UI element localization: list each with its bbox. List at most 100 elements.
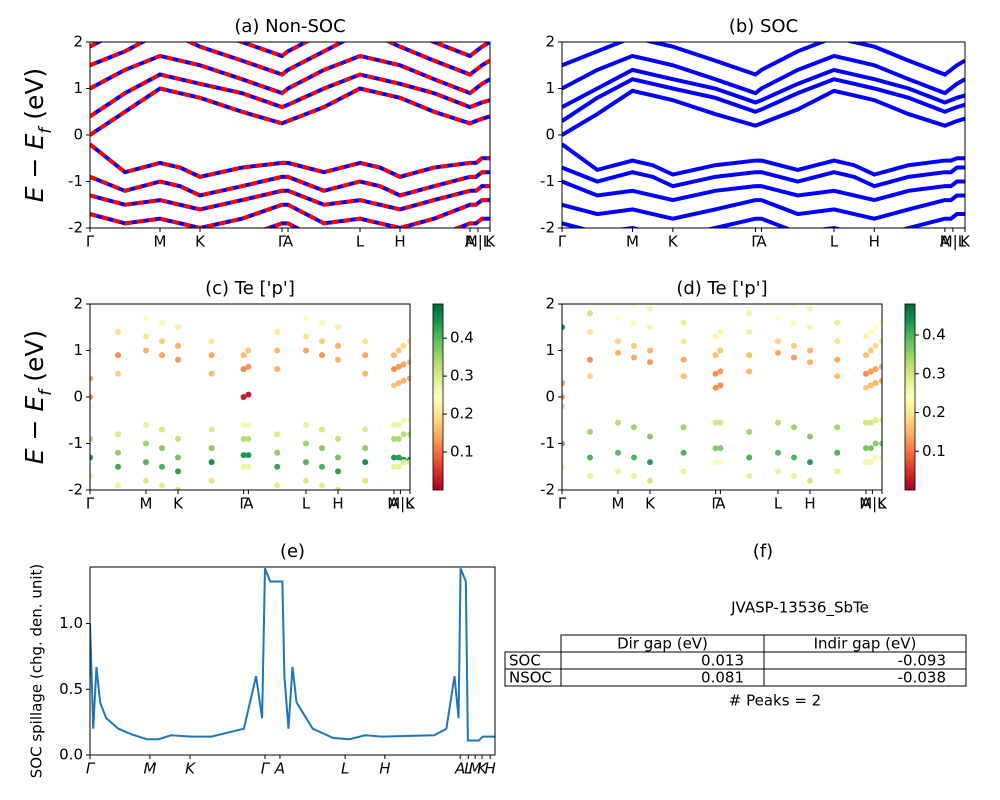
band bbox=[90, 198, 490, 228]
point bbox=[395, 454, 402, 461]
point bbox=[90, 454, 93, 461]
band bbox=[562, 179, 965, 203]
point bbox=[90, 435, 93, 442]
point bbox=[680, 319, 687, 326]
point bbox=[391, 454, 397, 461]
x-tick-label: K bbox=[877, 495, 888, 513]
x-tick-label: L bbox=[774, 495, 783, 513]
point bbox=[400, 377, 407, 384]
x-tick-label: A bbox=[465, 233, 476, 251]
point bbox=[879, 363, 882, 370]
point bbox=[680, 449, 687, 456]
cell-text: 0.081 bbox=[701, 669, 744, 687]
point bbox=[395, 421, 402, 428]
point bbox=[717, 459, 724, 466]
colorbar-label: 0.4 bbox=[922, 326, 946, 344]
point bbox=[615, 349, 621, 356]
point bbox=[562, 394, 565, 400]
point bbox=[240, 421, 247, 428]
x-tick-label: A bbox=[243, 495, 254, 513]
x-tick-label: Γ bbox=[86, 233, 95, 251]
point bbox=[775, 468, 781, 475]
point bbox=[834, 449, 841, 456]
point bbox=[407, 359, 410, 366]
point bbox=[562, 380, 565, 387]
point bbox=[175, 324, 181, 331]
point bbox=[746, 368, 753, 375]
point bbox=[319, 352, 325, 359]
point bbox=[319, 445, 325, 452]
x-tick-label: K bbox=[405, 495, 416, 513]
point bbox=[240, 435, 247, 442]
y-tick-label: -2 bbox=[68, 481, 83, 499]
x-tick-label: H bbox=[394, 233, 405, 251]
point bbox=[746, 454, 753, 461]
point bbox=[562, 403, 565, 410]
point bbox=[208, 445, 215, 452]
point bbox=[245, 347, 252, 354]
point bbox=[872, 324, 879, 331]
colorbar-label: 0.3 bbox=[922, 364, 946, 382]
y-tick-label: -2 bbox=[540, 481, 555, 499]
band bbox=[90, 86, 490, 137]
header-text: Indir gap (eV) bbox=[814, 635, 917, 653]
cell-text: -0.093 bbox=[898, 652, 946, 670]
point bbox=[175, 356, 181, 363]
y-tick-label: -1 bbox=[540, 172, 555, 190]
plot-area bbox=[90, 314, 410, 490]
point bbox=[208, 370, 215, 377]
x-tick-label: L bbox=[464, 760, 472, 778]
y-tick-label: 1 bbox=[73, 79, 83, 97]
point bbox=[319, 338, 325, 345]
point bbox=[879, 319, 882, 326]
point bbox=[680, 373, 687, 380]
point bbox=[391, 382, 397, 389]
x-tick-label: K bbox=[960, 233, 971, 251]
point bbox=[587, 454, 593, 461]
point bbox=[159, 426, 165, 433]
point bbox=[712, 370, 719, 377]
point bbox=[274, 431, 281, 438]
point bbox=[115, 370, 121, 377]
table-title: JVASP-13536_SbTe bbox=[730, 599, 869, 618]
table-note: # Peaks = 2 bbox=[729, 692, 821, 710]
x-tick-label: A bbox=[274, 760, 285, 778]
y-label-part: E − E bbox=[20, 396, 49, 465]
point bbox=[303, 314, 309, 321]
header-text: Dir gap (eV) bbox=[617, 635, 708, 653]
x-tick-label: Γ bbox=[558, 495, 567, 513]
point bbox=[319, 463, 325, 470]
point bbox=[867, 419, 874, 426]
x-tick-label: H bbox=[332, 495, 343, 513]
point bbox=[159, 445, 165, 452]
point bbox=[775, 449, 781, 456]
x-tick-label: Γ bbox=[751, 233, 760, 251]
point bbox=[834, 356, 841, 363]
point bbox=[680, 356, 687, 363]
x-tick-label: M bbox=[143, 760, 156, 778]
point bbox=[587, 428, 593, 435]
x-tick-label: A bbox=[940, 233, 951, 251]
x-tick-label: K bbox=[173, 495, 184, 513]
point bbox=[115, 449, 121, 456]
colorbar bbox=[904, 303, 916, 491]
point bbox=[647, 433, 653, 440]
band bbox=[562, 67, 965, 109]
point bbox=[717, 445, 724, 452]
band bbox=[90, 53, 490, 96]
panel-title: (a) Non-SOC bbox=[234, 16, 345, 37]
x-tick-label: L bbox=[830, 233, 839, 251]
point bbox=[391, 463, 397, 470]
point bbox=[879, 440, 882, 447]
point bbox=[335, 324, 341, 331]
point bbox=[717, 328, 724, 335]
band bbox=[90, 42, 490, 59]
axes-frame bbox=[89, 566, 496, 756]
point bbox=[407, 431, 410, 438]
point bbox=[90, 403, 93, 410]
point bbox=[587, 356, 593, 363]
point bbox=[631, 304, 637, 307]
point bbox=[879, 417, 882, 424]
point bbox=[712, 459, 719, 466]
